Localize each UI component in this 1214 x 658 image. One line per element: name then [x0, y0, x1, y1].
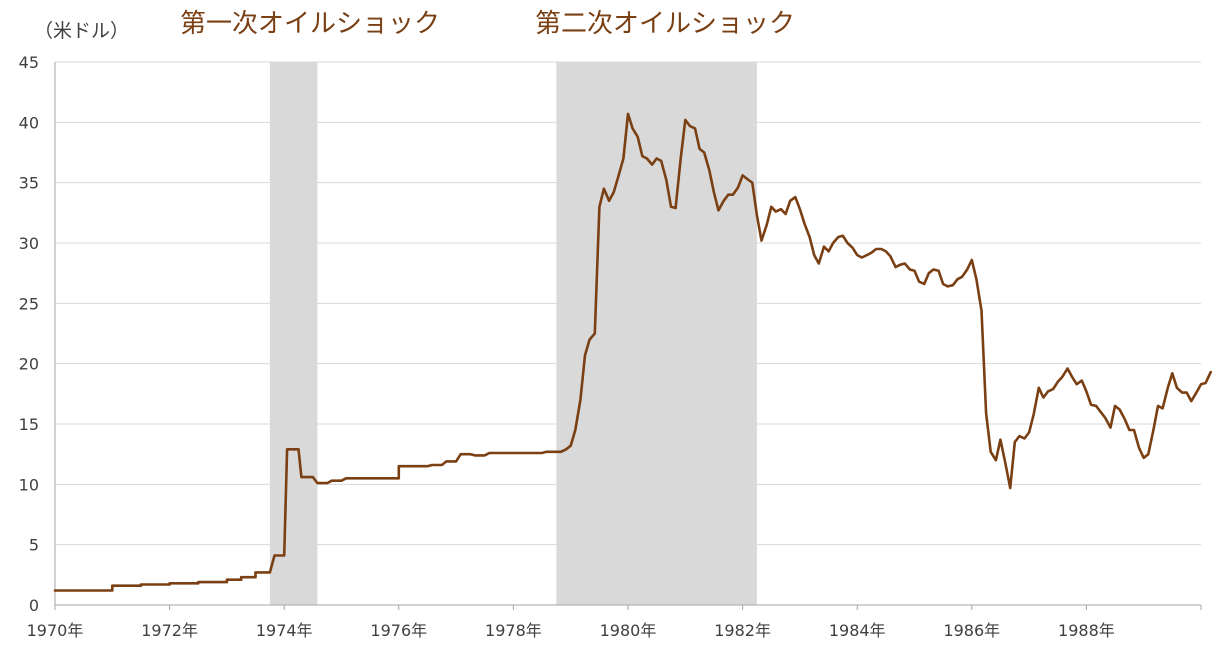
y-tick-label: 10 — [19, 475, 39, 494]
y-tick-label: 30 — [19, 234, 39, 253]
grid-lines — [55, 61, 1201, 546]
shaded-period-1 — [269, 62, 318, 605]
annotation-first-oil-shock: 第一次オイルショック — [180, 9, 440, 39]
annotation-second-oil-shock: 第二次オイルショック — [535, 9, 795, 39]
y-tick-label: 15 — [19, 415, 39, 434]
x-tick-label: 1976年 — [370, 621, 427, 640]
y-tick-label: 35 — [19, 174, 39, 193]
x-tick-label: 1980年 — [600, 621, 657, 640]
x-tick-label: 1982年 — [714, 621, 771, 640]
y-axis-ticks: 0 5 10 15 20 25 30 35 40 45 — [19, 53, 39, 615]
y-tick-label: 45 — [19, 53, 39, 72]
y-tick-label: 25 — [19, 294, 39, 313]
series-layer — [53, 112, 1212, 592]
series-line-1 — [53, 112, 1212, 592]
x-tick-label: 1986年 — [943, 621, 1000, 640]
x-tick-label: 1974年 — [256, 621, 313, 640]
x-tick-label: 1988年 — [1058, 621, 1115, 640]
y-tick-label: 0 — [29, 596, 39, 615]
y-tick-label: 5 — [29, 536, 39, 555]
x-tick-label: 1978年 — [485, 621, 542, 640]
shaded-period-2 — [556, 62, 757, 605]
shaded-periods — [269, 62, 757, 605]
x-tick-label: 1970年 — [27, 621, 84, 640]
x-tick-label: 1972年 — [141, 621, 198, 640]
x-tick-label: 1984年 — [829, 621, 886, 640]
y-tick-label: 20 — [19, 355, 39, 374]
y-tick-label: 40 — [19, 113, 39, 132]
y-axis-unit-label: （米ドル） — [34, 20, 129, 42]
x-axis-ticks: 1970年 1972年 1974年 1976年 1978年 1980年 1982年 1984年… — [27, 605, 1202, 640]
